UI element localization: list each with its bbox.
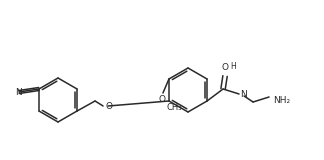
Text: N: N (15, 88, 22, 96)
Text: O: O (158, 95, 166, 104)
Text: CH₃: CH₃ (167, 103, 182, 112)
Text: H: H (230, 62, 236, 71)
Text: O: O (105, 101, 112, 111)
Text: N: N (240, 89, 247, 99)
Text: O: O (222, 63, 228, 72)
Text: NH₂: NH₂ (273, 96, 290, 104)
